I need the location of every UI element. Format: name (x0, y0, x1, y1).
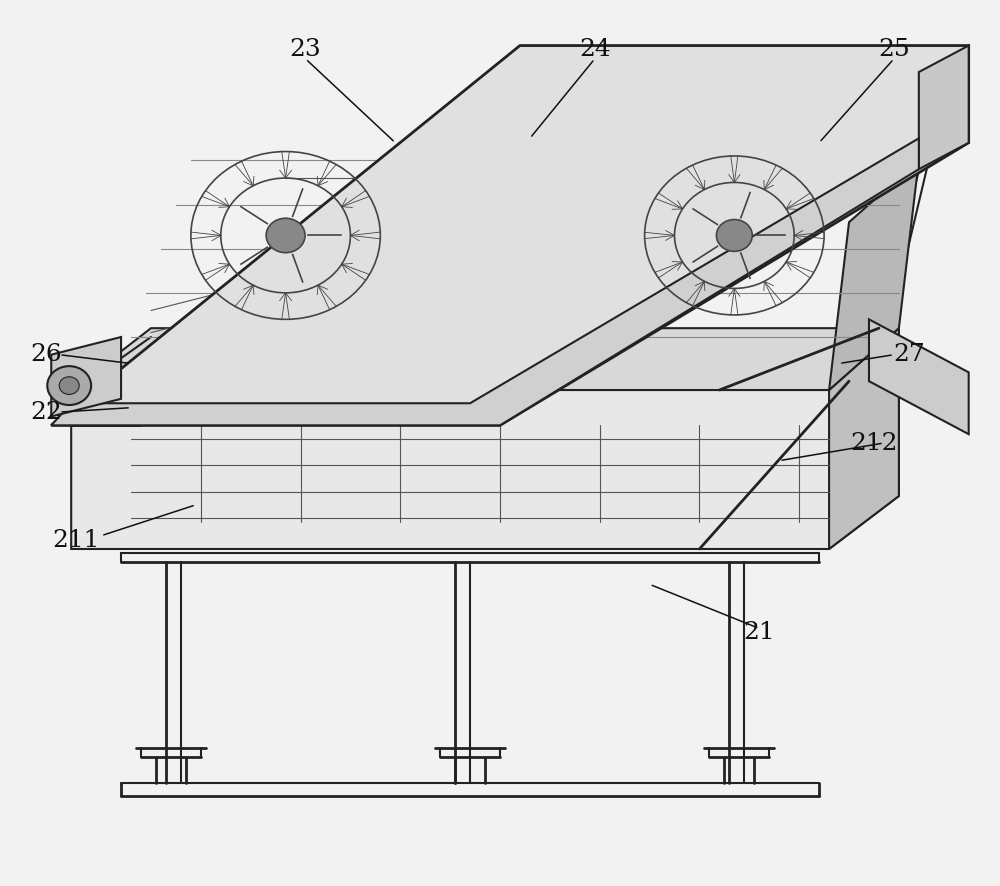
Polygon shape (51, 45, 969, 425)
Text: 22: 22 (30, 400, 62, 424)
Circle shape (716, 220, 752, 252)
Text: 24: 24 (579, 38, 611, 61)
Polygon shape (71, 390, 899, 549)
Polygon shape (829, 328, 899, 549)
Polygon shape (71, 328, 899, 390)
Text: 212: 212 (850, 431, 898, 455)
Circle shape (266, 218, 305, 253)
Text: 26: 26 (30, 343, 62, 366)
Text: 25: 25 (878, 38, 910, 61)
Text: 27: 27 (893, 343, 925, 366)
Text: 211: 211 (52, 529, 100, 552)
Circle shape (59, 377, 79, 394)
Polygon shape (829, 160, 919, 390)
Polygon shape (51, 138, 919, 425)
Polygon shape (51, 337, 121, 416)
Circle shape (47, 366, 91, 405)
Text: 21: 21 (743, 621, 775, 644)
Text: 23: 23 (290, 38, 321, 61)
Polygon shape (869, 319, 969, 434)
Polygon shape (919, 45, 969, 169)
